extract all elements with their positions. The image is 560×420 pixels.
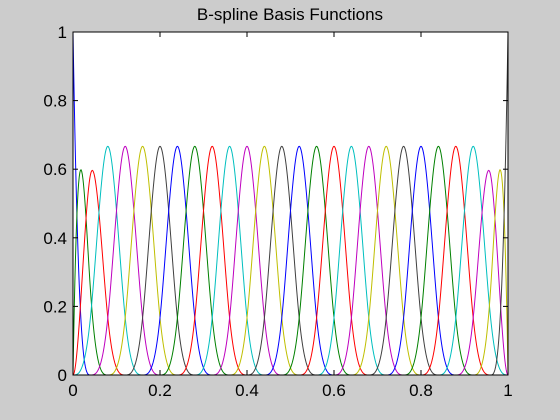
x-tick-label: 0.6 [322,381,346,400]
y-tick-label: 0.2 [43,297,67,316]
plot-frame [72,31,509,376]
x-tick-label: 1 [503,381,512,400]
y-tick-label: 0.4 [43,229,67,248]
x-tick-label: 0.8 [409,381,433,400]
ticks-layer: 0 0.2 0.4 0.6 0.8 1 0 0.2 0.4 0.6 0.8 1 [43,23,512,400]
x-tick-label: 0 [68,381,77,400]
y-tick-label: 0.8 [43,92,67,111]
y-tick-label: 0.6 [43,160,67,179]
y-tick-label: 1 [58,23,67,42]
x-tick-label: 0.4 [235,381,259,400]
chart-title: B-spline Basis Functions [197,5,383,24]
y-tick-label: 0 [58,366,67,385]
plot-area [72,31,509,376]
x-tick-label: 0.2 [148,381,172,400]
